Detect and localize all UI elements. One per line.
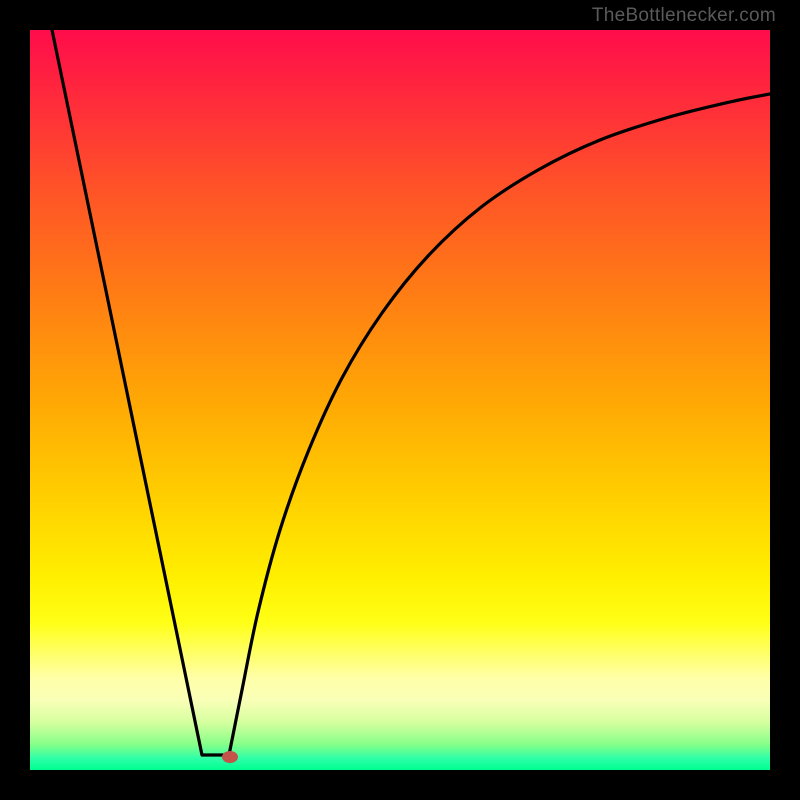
chart-frame: TheBottlenecker.com — [0, 0, 800, 800]
plot-area — [30, 30, 770, 770]
watermark-text: TheBottlenecker.com — [592, 5, 776, 27]
curve-layer — [30, 30, 770, 770]
minimum-marker — [222, 751, 238, 763]
bottleneck-curve — [51, 30, 770, 755]
